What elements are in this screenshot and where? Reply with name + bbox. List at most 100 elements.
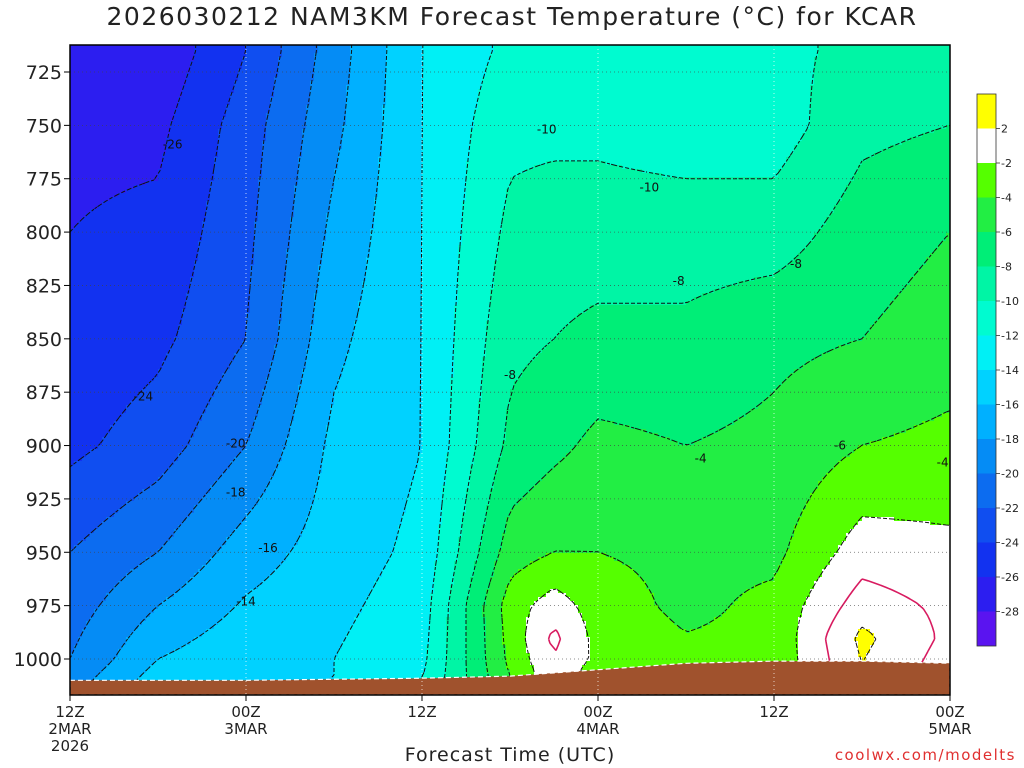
temperature-cell <box>114 389 119 394</box>
temperature-cell <box>82 141 87 146</box>
temperature-cell <box>162 245 167 250</box>
temperature-cell <box>94 89 99 94</box>
temperature-cell <box>110 557 115 562</box>
temperature-cell <box>74 457 79 462</box>
temperature-cell <box>90 225 95 230</box>
temperature-cell <box>86 325 91 330</box>
temperature-cell <box>110 357 115 362</box>
temperature-cell <box>134 261 139 266</box>
temperature-cell <box>82 393 87 398</box>
temperature-cell <box>182 145 187 150</box>
temperature-cell <box>74 501 79 506</box>
temperature-cell <box>78 605 83 610</box>
temperature-cell <box>150 509 155 514</box>
temperature-cell <box>122 401 127 406</box>
temperature-cell <box>90 537 95 542</box>
temperature-cell <box>102 57 107 62</box>
temperature-cell <box>146 353 151 358</box>
temperature-cell <box>190 61 195 66</box>
temperature-cell <box>102 81 107 86</box>
temperature-cell <box>86 441 91 446</box>
temperature-cell <box>78 49 83 54</box>
temperature-cell <box>154 469 159 474</box>
temperature-cell <box>90 621 95 626</box>
temperature-cell <box>82 333 87 338</box>
temperature-cell <box>74 325 79 330</box>
temperature-cell <box>174 77 179 82</box>
temperature-cell <box>78 469 83 474</box>
temperature-cell <box>118 261 123 266</box>
temperature-cell <box>146 649 151 654</box>
temperature-cell <box>90 145 95 150</box>
temperature-cell <box>82 353 87 358</box>
temperature-cell <box>166 49 171 54</box>
temperature-cell <box>118 409 123 414</box>
temperature-cell <box>122 237 127 242</box>
temperature-cell <box>78 641 83 646</box>
temperature-cell <box>190 461 195 466</box>
temperature-cell <box>174 513 179 518</box>
temperature-cell <box>102 553 107 558</box>
temperature-cell <box>130 401 135 406</box>
temperature-cell <box>118 677 123 682</box>
temperature-cell <box>182 245 187 250</box>
temperature-cell <box>74 645 79 650</box>
temperature-cell <box>170 645 175 650</box>
temperature-cell <box>174 573 179 578</box>
temperature-cell <box>158 477 163 482</box>
temperature-cell <box>178 85 183 90</box>
temperature-cell <box>82 533 87 538</box>
temperature-cell <box>78 133 83 138</box>
temperature-cell <box>90 461 95 466</box>
temperature-cell <box>154 125 159 130</box>
temperature-cell <box>122 337 127 342</box>
temperature-cell <box>86 489 91 494</box>
temperature-cell <box>134 405 139 410</box>
temperature-cell <box>122 481 127 486</box>
temperature-cell <box>158 401 163 406</box>
temperature-cell <box>150 205 155 210</box>
temperature-cell <box>134 153 139 158</box>
temperature-cell <box>98 77 103 82</box>
temperature-cell <box>130 569 135 574</box>
temperature-cell <box>78 629 83 634</box>
temperature-cell <box>82 593 87 598</box>
temperature-cell <box>114 605 119 610</box>
temperature-cell <box>102 325 107 330</box>
temperature-cell <box>158 369 163 374</box>
temperature-cell <box>118 357 123 362</box>
temperature-cell <box>170 585 175 590</box>
temperature-cell <box>130 73 135 78</box>
temperature-cell <box>186 605 191 610</box>
temperature-cell <box>78 261 83 266</box>
temperature-cell <box>182 417 187 422</box>
temperature-cell <box>162 189 167 194</box>
temperature-cell <box>146 477 151 482</box>
temperature-cell <box>82 133 87 138</box>
temperature-cell <box>98 169 103 174</box>
temperature-cell <box>82 293 87 298</box>
temperature-cell <box>70 633 75 638</box>
temperature-cell <box>114 97 119 102</box>
temperature-cell <box>162 321 167 326</box>
temperature-cell <box>78 333 83 338</box>
temperature-cell <box>170 485 175 490</box>
temperature-cell <box>178 409 183 414</box>
temperature-cell <box>90 133 95 138</box>
temperature-cell <box>118 273 123 278</box>
temperature-cell <box>94 261 99 266</box>
temperature-cell <box>154 561 159 566</box>
temperature-cell <box>110 433 115 438</box>
temperature-cell <box>110 545 115 550</box>
temperature-cell <box>122 213 127 218</box>
temperature-cell <box>74 329 79 334</box>
temperature-cell <box>150 669 155 674</box>
temperature-cell <box>86 73 91 78</box>
temperature-cell <box>74 157 79 162</box>
temperature-cell <box>70 665 75 670</box>
temperature-cell <box>150 565 155 570</box>
temperature-cell <box>190 241 195 246</box>
temperature-cell <box>186 485 191 490</box>
temperature-cell <box>74 129 79 134</box>
temperature-cell <box>182 329 187 334</box>
